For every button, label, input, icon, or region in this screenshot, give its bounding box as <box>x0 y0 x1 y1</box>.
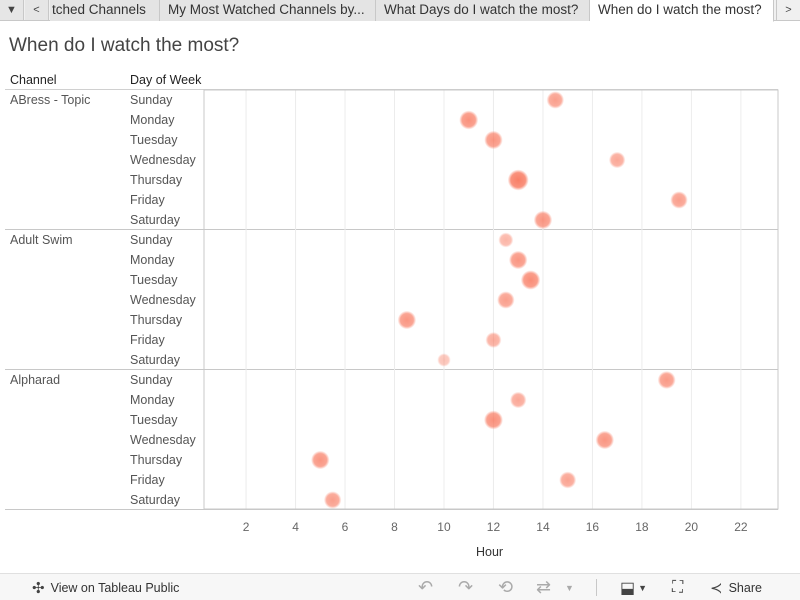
bottom-toolbar: ✣ View on Tableau Public ↶ ↷ ⟲ ⇄ ▼ ⬓ ▼ ⛶… <box>0 573 800 600</box>
scatter-point[interactable] <box>397 310 417 330</box>
scatter-point[interactable] <box>437 353 451 367</box>
group-divider <box>5 229 778 230</box>
tab-when-do-i-watch[interactable]: When do I watch the most? <box>590 0 774 22</box>
revert-icon: ⟲ <box>498 577 514 597</box>
day-label: Thursday <box>130 313 183 327</box>
day-label: Tuesday <box>130 273 178 287</box>
tab-most-watched-by[interactable]: My Most Watched Channels by... <box>160 0 376 21</box>
refresh-icon: ⇄ <box>536 577 552 597</box>
view-on-tableau-button[interactable]: ✣ View on Tableau Public <box>32 574 179 600</box>
chevron-left-icon: < <box>33 4 40 16</box>
day-label: Wednesday <box>130 293 196 307</box>
day-label: Tuesday <box>130 413 178 427</box>
tableau-logo-icon: ✣ <box>32 579 45 597</box>
caret-down-icon: ▼ <box>565 582 574 593</box>
day-label: Friday <box>130 473 165 487</box>
day-label: Sunday <box>130 93 173 107</box>
scatter-point[interactable] <box>520 270 541 290</box>
day-label: Saturday <box>130 353 181 367</box>
x-tick-label: 6 <box>342 520 349 534</box>
scatter-point[interactable] <box>485 332 502 348</box>
refresh-dropdown[interactable]: ▼ <box>565 574 574 600</box>
toolbar-divider <box>596 579 597 596</box>
scatter-point[interactable] <box>507 169 529 191</box>
channel-label: Alpharad <box>10 373 61 387</box>
tab-what-days[interactable]: What Days do I watch the most? <box>376 0 590 21</box>
view-on-tableau-label: View on Tableau Public <box>50 580 180 595</box>
day-label: Monday <box>130 113 175 127</box>
day-label: Wednesday <box>130 433 196 447</box>
refresh-button[interactable]: ⇄ <box>536 574 551 600</box>
tab-watched-channels[interactable]: tched Channels <box>50 0 160 21</box>
scatter-point[interactable] <box>508 250 528 270</box>
chevron-right-icon: > <box>785 4 792 16</box>
group-divider <box>5 369 778 370</box>
x-tick-label: 2 <box>243 520 250 534</box>
share-label: Share <box>728 580 762 595</box>
scatter-plot: 2 4 6 8 10 12 14 16 18 20 22 <box>203 89 779 534</box>
redo-icon: ↷ <box>458 577 474 597</box>
day-label: Wednesday <box>130 153 196 167</box>
tab-prev-button[interactable]: < <box>25 0 49 20</box>
undo-button[interactable]: ↶ <box>418 574 433 600</box>
fullscreen-icon: ⛶ <box>672 578 684 596</box>
scatter-point[interactable] <box>657 371 676 389</box>
scatter-point[interactable] <box>546 91 565 109</box>
x-tick-label: 20 <box>685 520 699 534</box>
x-tick-label: 16 <box>586 520 600 534</box>
day-label: Monday <box>130 253 175 267</box>
share-icon: ≺ <box>710 579 723 597</box>
undo-icon: ↶ <box>418 577 434 597</box>
scatter-point[interactable] <box>498 232 514 248</box>
day-label: Monday <box>130 393 175 407</box>
day-label: Tuesday <box>130 133 178 147</box>
scatter-point[interactable] <box>483 410 503 430</box>
scatter-point[interactable] <box>670 191 688 209</box>
scatter-point[interactable] <box>459 110 479 130</box>
download-button[interactable]: ⬓ ▼ <box>620 574 647 600</box>
tab-menu-button[interactable]: ▼ <box>0 0 24 20</box>
scatter-point[interactable] <box>509 391 527 409</box>
share-button[interactable]: ≺ Share <box>710 574 762 600</box>
caret-down-icon: ▼ <box>6 4 17 16</box>
tab-strip: ▼ < tched Channels My Most Watched Chann… <box>0 0 800 22</box>
scatter-point[interactable] <box>497 291 515 309</box>
x-tick-label: 22 <box>734 520 748 534</box>
tab-next-button[interactable]: > <box>776 0 800 20</box>
day-label: Sunday <box>130 233 173 247</box>
channel-label: ABress - Topic <box>10 93 91 107</box>
x-tick-label: 18 <box>635 520 649 534</box>
page-title: When do I watch the most? <box>9 35 240 56</box>
x-tick-label: 8 <box>391 520 398 534</box>
day-label: Saturday <box>130 213 181 227</box>
scatter-point[interactable] <box>484 130 503 150</box>
scatter-point[interactable] <box>323 491 342 509</box>
day-label: Thursday <box>130 173 183 187</box>
redo-button[interactable]: ↷ <box>458 574 473 600</box>
scatter-point[interactable] <box>311 450 330 470</box>
channel-label: Adult Swim <box>10 233 73 247</box>
day-column-header: Day of Week <box>130 73 202 87</box>
day-label: Sunday <box>130 373 173 387</box>
caret-down-icon: ▼ <box>638 582 648 593</box>
scatter-point[interactable] <box>559 471 577 489</box>
x-tick-label: 12 <box>487 520 501 534</box>
fullscreen-button[interactable]: ⛶ <box>672 574 683 600</box>
day-label: Friday <box>130 193 165 207</box>
download-icon: ⬓ <box>620 579 636 597</box>
day-label: Thursday <box>130 453 183 467</box>
scatter-point[interactable] <box>533 210 553 230</box>
channel-column-header: Channel <box>10 73 57 87</box>
x-tick-label: 10 <box>437 520 451 534</box>
plot-frame <box>203 89 779 510</box>
scatter-point[interactable] <box>595 430 615 450</box>
day-label: Friday <box>130 333 165 347</box>
day-label: Saturday <box>130 493 181 507</box>
scatter-point[interactable] <box>608 151 626 169</box>
x-axis-title: Hour <box>476 545 504 559</box>
x-tick-label: 14 <box>536 520 550 534</box>
revert-button[interactable]: ⟲ <box>498 574 513 600</box>
x-tick-label: 4 <box>292 520 299 534</box>
